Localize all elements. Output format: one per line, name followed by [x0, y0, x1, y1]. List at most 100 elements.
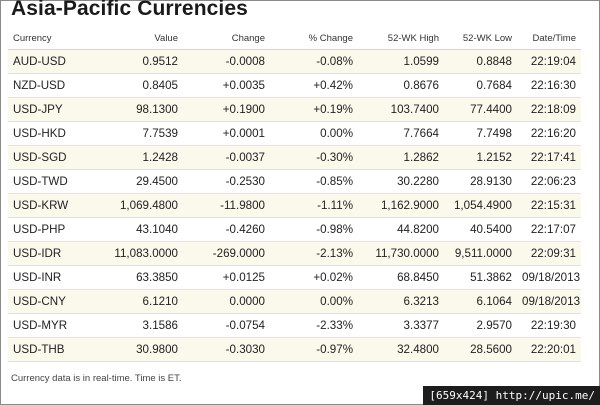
datetime-cell: 22:16:20 — [517, 121, 581, 146]
change-cell: 0.0000 — [183, 289, 270, 314]
value-cell: 98.1300 — [103, 97, 183, 122]
high-52wk-cell: 1.0599 — [358, 49, 444, 74]
change-cell: -11.9800 — [183, 193, 270, 218]
value-cell: 7.7539 — [103, 121, 183, 146]
pct-change-cell: -1.11% — [270, 193, 358, 218]
low-52wk-cell: 2.9570 — [444, 313, 517, 338]
currency-symbol-link[interactable]: USD-INR — [8, 265, 103, 290]
change-cell: +0.1900 — [183, 97, 270, 122]
currency-symbol-link[interactable]: USD-THB — [8, 337, 103, 362]
table-row: USD-IDR 11,083.0000 -269.0000 -2.13% 11,730.… — [8, 241, 581, 266]
high-52wk-cell: 6.3213 — [358, 289, 444, 314]
change-cell: +0.0035 — [183, 73, 270, 98]
currency-symbol-link[interactable]: USD-KRW — [8, 193, 103, 218]
column-header-datetime: Date/Time — [517, 27, 581, 50]
low-52wk-cell: 0.7684 — [444, 73, 517, 98]
datetime-cell: 22:17:07 — [517, 217, 581, 242]
change-cell: -0.3030 — [183, 337, 270, 362]
pct-change-cell: +0.42% — [270, 73, 358, 98]
change-cell: -0.0754 — [183, 313, 270, 338]
change-cell: -269.0000 — [183, 241, 270, 266]
currency-symbol-link[interactable]: USD-PHP — [8, 217, 103, 242]
table-row: USD-TWD 29.4500 -0.2530 -0.85% 30.2280 28.913… — [8, 169, 581, 194]
table-row: USD-PHP 43.1040 -0.4260 -0.98% 44.8200 40.540… — [8, 217, 581, 242]
page-title: Asia-Pacific Currencies — [11, 0, 248, 20]
datetime-cell: 22:20:01 — [517, 337, 581, 362]
low-52wk-cell: 40.5400 — [444, 217, 517, 242]
high-52wk-cell: 7.7664 — [358, 121, 444, 146]
currency-symbol-link[interactable]: USD-HKD — [8, 121, 103, 146]
currency-symbol-link[interactable]: USD-IDR — [8, 241, 103, 266]
currency-symbol-link[interactable]: USD-MYR — [8, 313, 103, 338]
column-header-change: Change — [183, 27, 270, 50]
value-cell: 30.9800 — [103, 337, 183, 362]
datetime-cell: 22:18:09 — [517, 97, 581, 122]
change-cell: -0.0037 — [183, 145, 270, 170]
currency-symbol-link[interactable]: USD-CNY — [8, 289, 103, 314]
table-row: USD-THB 30.9800 -0.3030 -0.97% 32.4800 28.560… — [8, 337, 581, 362]
table-row: USD-JPY 98.1300 +0.1900 +0.19% 103.7400 77.44… — [8, 97, 581, 122]
datetime-cell: 09/18/2013 — [517, 265, 581, 290]
value-cell: 0.8405 — [103, 73, 183, 98]
pct-change-cell: 0.00% — [270, 289, 358, 314]
pct-change-cell: -0.85% — [270, 169, 358, 194]
column-header-52wk-low: 52-WK Low — [444, 27, 517, 50]
value-cell: 6.1210 — [103, 289, 183, 314]
value-cell: 3.1586 — [103, 313, 183, 338]
high-52wk-cell: 68.8450 — [358, 265, 444, 290]
pct-change-cell: -2.13% — [270, 241, 358, 266]
low-52wk-cell: 6.1064 — [444, 289, 517, 314]
low-52wk-cell: 0.8848 — [444, 49, 517, 74]
high-52wk-cell: 3.3377 — [358, 313, 444, 338]
table-row: AUD-USD 0.9512 -0.0008 -0.08% 1.0599 0.8848 22… — [8, 49, 581, 74]
change-cell: +0.0001 — [183, 121, 270, 146]
pct-change-cell: -0.98% — [270, 217, 358, 242]
datetime-cell: 22:16:30 — [517, 73, 581, 98]
table-row: USD-INR 63.3850 +0.0125 +0.02% 68.8450 51.386… — [8, 265, 581, 290]
table-header-row: Currency Value Change % Change 52-WK Hig… — [8, 27, 581, 50]
change-cell: +0.0125 — [183, 265, 270, 290]
currency-symbol-link[interactable]: AUD-USD — [8, 49, 103, 74]
pct-change-cell: -2.33% — [270, 313, 358, 338]
value-cell: 29.4500 — [103, 169, 183, 194]
datetime-cell: 22:09:31 — [517, 241, 581, 266]
high-52wk-cell: 1.2862 — [358, 145, 444, 170]
high-52wk-cell: 44.8200 — [358, 217, 444, 242]
high-52wk-cell: 1,162.9000 — [358, 193, 444, 218]
table-row: USD-KRW 1,069.4800 -11.9800 -1.11% 1,162.900… — [8, 193, 581, 218]
high-52wk-cell: 30.2280 — [358, 169, 444, 194]
high-52wk-cell: 0.8676 — [358, 73, 444, 98]
currency-symbol-link[interactable]: USD-TWD — [8, 169, 103, 194]
table-row: USD-MYR 3.1586 -0.0754 -2.33% 3.3377 2.9570 22… — [8, 313, 581, 338]
high-52wk-cell: 11,730.0000 — [358, 241, 444, 266]
change-cell: -0.0008 — [183, 49, 270, 74]
column-header-pct-change: % Change — [270, 27, 358, 50]
currency-table: Currency Value Change % Change 52-WK Hig… — [8, 27, 581, 362]
footnote: Currency data is in real-time. Time is E… — [11, 373, 182, 384]
high-52wk-cell: 103.7400 — [358, 97, 444, 122]
low-52wk-cell: 7.7498 — [444, 121, 517, 146]
currency-symbol-link[interactable]: USD-JPY — [8, 97, 103, 122]
pct-change-cell: +0.02% — [270, 265, 358, 290]
table-body: AUD-USD 0.9512 -0.0008 -0.08% 1.0599 0.8848 22… — [8, 49, 581, 362]
pct-change-cell: +0.19% — [270, 97, 358, 122]
low-52wk-cell: 28.5600 — [444, 337, 517, 362]
table-row: USD-SGD 1.2428 -0.0037 -0.30% 1.2862 1.2152 22… — [8, 145, 581, 170]
low-52wk-cell: 28.9130 — [444, 169, 517, 194]
pct-change-cell: 0.00% — [270, 121, 358, 146]
change-cell: -0.4260 — [183, 217, 270, 242]
datetime-cell: 22:15:31 — [517, 193, 581, 218]
table-row: USD-HKD 7.7539 +0.0001 0.00% 7.7664 7.7498 22:… — [8, 121, 581, 146]
value-cell: 11,083.0000 — [103, 241, 183, 266]
currency-symbol-link[interactable]: USD-SGD — [8, 145, 103, 170]
currency-symbol-link[interactable]: NZD-USD — [8, 73, 103, 98]
low-52wk-cell: 9,511.0000 — [444, 241, 517, 266]
high-52wk-cell: 32.4800 — [358, 337, 444, 362]
column-header-value: Value — [103, 27, 183, 50]
value-cell: 63.3850 — [103, 265, 183, 290]
value-cell: 0.9512 — [103, 49, 183, 74]
datetime-cell: 22:06:23 — [517, 169, 581, 194]
table-row: USD-CNY 6.1210 0.0000 0.00% 6.3213 6.1064 09/1… — [8, 289, 581, 314]
change-cell: -0.2530 — [183, 169, 270, 194]
pct-change-cell: -0.08% — [270, 49, 358, 74]
